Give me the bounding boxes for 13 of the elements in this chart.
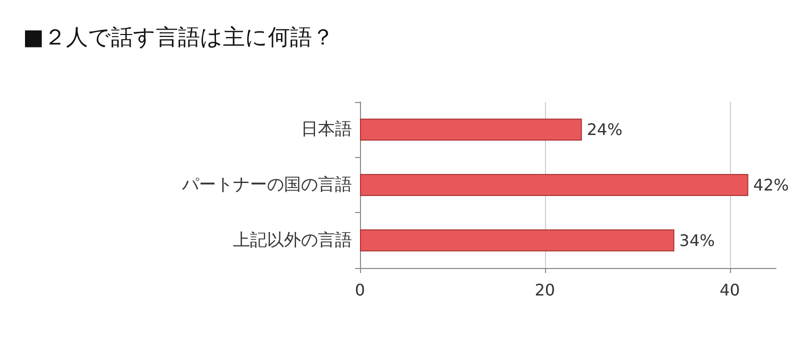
text: ■２人で話す言語は主に何語？	[23, 26, 334, 50]
x-tick-label: 40	[720, 280, 740, 300]
bar	[360, 229, 674, 252]
bar	[360, 118, 582, 141]
data-label: 24%	[586, 120, 622, 140]
data-label: 34%	[679, 230, 715, 250]
y-tick-label: 日本語	[301, 120, 352, 140]
y-tick-label: 上記以外の言語	[233, 230, 352, 250]
y-tick-label: パートナーの国の言語	[181, 175, 352, 195]
bar	[360, 174, 748, 196]
x-tick-label: 20	[534, 280, 556, 300]
x-tick-label: 0	[354, 280, 366, 300]
data-label: 42%	[753, 176, 789, 194]
